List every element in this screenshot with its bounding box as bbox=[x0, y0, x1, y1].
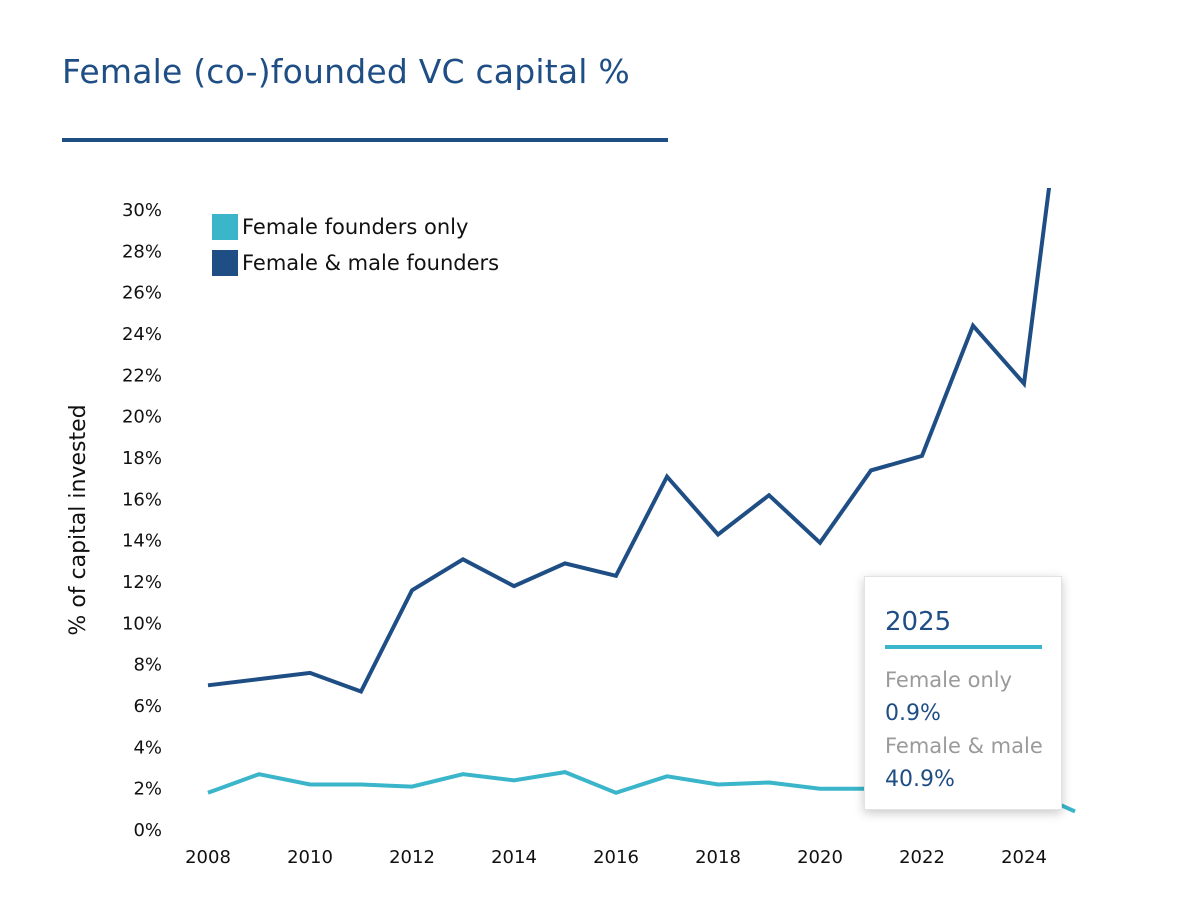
y-tick-label: 22% bbox=[122, 365, 162, 386]
x-tick-label: 2008 bbox=[185, 847, 231, 868]
x-tick-label: 2016 bbox=[593, 847, 639, 868]
x-tick-label: 2022 bbox=[899, 847, 945, 868]
y-tick-label: 30% bbox=[122, 200, 162, 221]
y-tick-label: 26% bbox=[122, 283, 162, 304]
series-line-female-male[interactable] bbox=[207, 0, 1075, 694]
tooltip-year: 2025 bbox=[885, 607, 952, 637]
legend-swatch-female-male bbox=[212, 250, 238, 276]
y-tick-label: 20% bbox=[122, 407, 162, 428]
x-tick-label: 2018 bbox=[695, 847, 741, 868]
y-tick-label: 2% bbox=[133, 779, 162, 800]
legend-label-female-only: Female founders only bbox=[242, 215, 469, 239]
y-tick-label: 0% bbox=[133, 820, 162, 841]
legend-item-female-only[interactable]: Female founders only bbox=[212, 209, 499, 245]
y-tick-label: 4% bbox=[133, 737, 162, 758]
y-tick-label: 6% bbox=[133, 696, 162, 717]
chart-title: Female (co-)founded VC capital % bbox=[62, 52, 630, 91]
legend-swatch-female-only bbox=[212, 214, 238, 240]
legend: Female founders only Female & male found… bbox=[212, 209, 499, 281]
tooltip-divider bbox=[885, 645, 1042, 649]
x-tick-label: 2024 bbox=[1001, 847, 1047, 868]
y-tick-label: 8% bbox=[133, 655, 162, 676]
y-axis-ticks: 0% 2% 4% 6% 8% 10% 12% 14% 16% 18% 20% 22% 24% 26% 28%… bbox=[122, 200, 162, 841]
y-tick-label: 18% bbox=[122, 448, 162, 469]
legend-item-female-male[interactable]: Female & male founders bbox=[212, 245, 499, 281]
y-tick-label: 16% bbox=[122, 489, 162, 510]
x-tick-label: 2020 bbox=[797, 847, 843, 868]
tooltip-female-only-label: Female only bbox=[885, 668, 1013, 692]
tooltip-female-only-value: 0.9% bbox=[885, 701, 941, 726]
legend-label-female-male: Female & male founders bbox=[242, 251, 500, 275]
y-tick-label: 14% bbox=[122, 531, 162, 552]
x-tick-label: 2010 bbox=[287, 847, 333, 868]
y-tick-label: 28% bbox=[122, 241, 162, 262]
y-tick-label: 10% bbox=[122, 613, 162, 634]
tooltip-female-male-value: 40.9% bbox=[885, 767, 955, 792]
hover-tooltip: 2025 Female only 0.9% Female & male 40.9… bbox=[864, 576, 1062, 810]
x-tick-label: 2014 bbox=[491, 847, 537, 868]
x-axis-ticks: 2008 2010 2012 2014 2016 2018 2020 2022 2024 bbox=[185, 847, 1047, 868]
y-axis-label: % of capital invested bbox=[66, 404, 91, 635]
y-tick-label: 24% bbox=[122, 324, 162, 345]
tooltip-female-male-label: Female & male bbox=[885, 734, 1043, 758]
x-tick-label: 2012 bbox=[389, 847, 435, 868]
title-underline bbox=[62, 138, 668, 142]
y-tick-label: 12% bbox=[122, 572, 162, 593]
